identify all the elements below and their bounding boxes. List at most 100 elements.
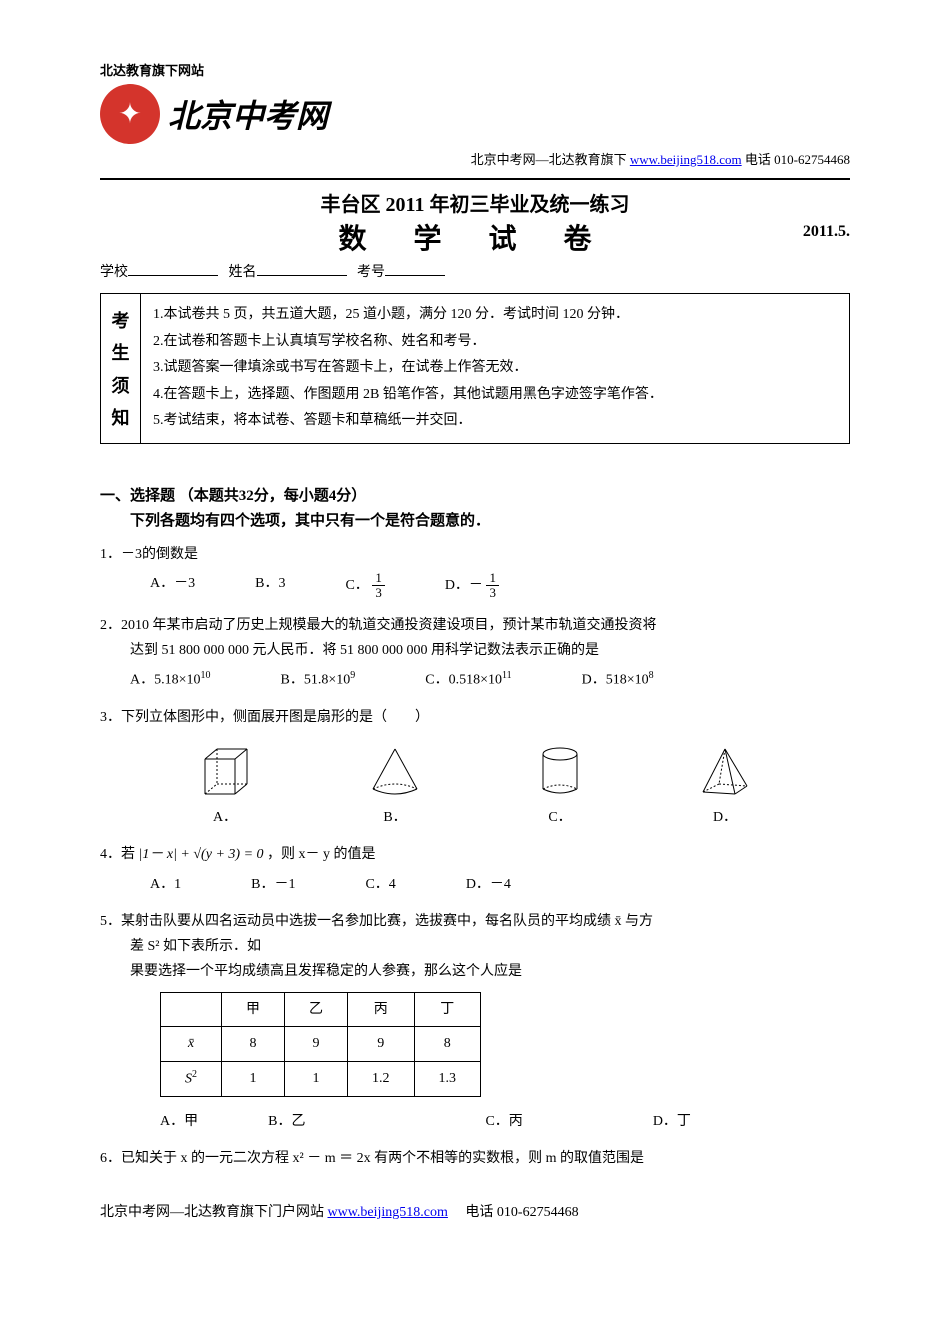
q5-opt-d: D．丁 bbox=[653, 1109, 691, 1134]
q2-opt-c: C．0.518×1011 bbox=[425, 667, 511, 693]
th-2: 乙 bbox=[285, 993, 348, 1027]
logo-circle: ✦ bbox=[100, 84, 160, 144]
row2-h: S2 bbox=[161, 1061, 222, 1096]
row2-4: 1.3 bbox=[414, 1061, 481, 1096]
inst-item-4: 4.在答题卡上，选择题、作图题用 2B 铅笔作答，其他试题用黑色字迹签字笔作答． bbox=[153, 382, 837, 409]
footer-prefix: 北京中考网—北达教育旗下门户网站 bbox=[100, 1205, 328, 1220]
q4-opt-b: B．－1 bbox=[251, 872, 295, 897]
blank-examno bbox=[385, 262, 445, 276]
table-row-var: S2 1 1 1.2 1.3 bbox=[161, 1061, 481, 1096]
row1-1: 8 bbox=[222, 1027, 285, 1061]
inst-char-4: 知 bbox=[112, 404, 130, 430]
header-prefix: 北京中考网—北达教育旗下 bbox=[471, 152, 630, 167]
question-1: 1．－3的倒数是 A．－3 B．3 C． 13 D．－ 13 bbox=[100, 542, 850, 601]
blank-school bbox=[128, 262, 218, 276]
q5-options: A．甲 B．乙 C．丙 D．丁 bbox=[160, 1109, 850, 1134]
footer-suffix: 电话 010-62754468 bbox=[451, 1205, 578, 1220]
q3-label-d: D． bbox=[713, 810, 737, 825]
question-4: 4．若 |1－ x| + √(y + 3) = 0 ，则 x－ y 的值是 A．… bbox=[100, 842, 850, 896]
q4-options: A．1 B．－1 C．4 D．－4 bbox=[150, 872, 850, 897]
q1-opt-b: B．3 bbox=[255, 571, 285, 601]
inst-item-5: 5.考试结束，将本试卷、答题卡和草稿纸一并交回． bbox=[153, 408, 837, 435]
header-link[interactable]: www.beijing518.com bbox=[630, 152, 742, 167]
row2-2: 1 bbox=[285, 1061, 348, 1096]
question-2: 2．2010 年某市启动了历史上规模最大的轨道交通投资建设项目，预计某市轨道交通… bbox=[100, 613, 850, 693]
q5-text2: 差 S² 如下表所示．如 bbox=[130, 934, 850, 959]
q1-opt-c: C． 13 bbox=[345, 571, 384, 601]
question-6: 6．已知关于 x 的一元二次方程 x² － m ＝ 2x 有两个不相等的实数根，… bbox=[100, 1146, 850, 1171]
q1-text: 1．－3的倒数是 bbox=[100, 542, 850, 567]
q5-opt-b: B．乙 bbox=[268, 1109, 305, 1134]
question-5: 5．某射击队要从四名运动员中选拔一名参加比赛，选拔赛中，每名队员的平均成绩 x̄… bbox=[100, 909, 850, 1134]
inst-char-1: 考 bbox=[112, 307, 130, 333]
q2-opt-a: A．5.18×1010 bbox=[130, 667, 211, 693]
title-rule bbox=[100, 178, 850, 180]
q4-opt-a: A．1 bbox=[150, 872, 181, 897]
label-school: 学校 bbox=[100, 265, 128, 280]
instructions-right: 1.本试卷共 5 页，共五道大题，25 道小题，满分 120 分．考试时间 12… bbox=[141, 294, 849, 443]
exam-title: 丰台区 2011 年初三毕业及统一练习 bbox=[100, 188, 850, 217]
q5-opt-c: C．丙 bbox=[485, 1109, 522, 1134]
q2-opt-d: D．518×108 bbox=[582, 667, 654, 693]
q3-label-b: B． bbox=[383, 810, 406, 825]
q4-text: 4．若 |1－ x| + √(y + 3) = 0 ，则 x－ y 的值是 bbox=[100, 842, 850, 867]
row2-3: 1.2 bbox=[348, 1061, 415, 1096]
footer-link[interactable]: www.beijing518.com bbox=[328, 1205, 448, 1220]
q1-d-label: D．－ bbox=[445, 578, 483, 593]
inst-char-2: 生 bbox=[112, 339, 130, 365]
row1-4: 8 bbox=[414, 1027, 481, 1061]
q4-expr: |1－ x| + √(y + 3) = 0 bbox=[139, 847, 264, 862]
q2-options: A．5.18×1010 B．51.8×109 C．0.518×1011 D．51… bbox=[130, 667, 850, 693]
pyramid-icon bbox=[695, 744, 755, 799]
shape-cone: B． bbox=[365, 744, 425, 830]
q3-text: 3．下列立体图形中，侧面展开图是扇形的是（ ） bbox=[100, 705, 850, 730]
shape-pyramid: D． bbox=[695, 744, 755, 830]
q2-text2: 达到 51 800 000 000 元人民币．将 51 800 000 000 … bbox=[130, 638, 850, 663]
q6-text: 6．已知关于 x 的一元二次方程 x² － m ＝ 2x 有两个不相等的实数根，… bbox=[100, 1146, 850, 1171]
q4-opt-c: C．4 bbox=[365, 872, 395, 897]
row1-h: x̄ bbox=[161, 1027, 222, 1061]
q5-text3: 果要选择一个平均成绩高且发挥稳定的人参赛，那么这个人应是 bbox=[130, 959, 850, 984]
logo-block: ✦ 北京中考网 bbox=[100, 84, 850, 144]
logo-text: 北京中考网 bbox=[168, 91, 328, 137]
q3-label-a: A． bbox=[213, 810, 237, 825]
table-header-row: 甲 乙 丙 丁 bbox=[161, 993, 481, 1027]
q4-pre: 4．若 bbox=[100, 847, 135, 862]
q3-label-c: C． bbox=[548, 810, 571, 825]
label-name: 姓名 bbox=[229, 265, 257, 280]
inst-item-3: 3.试题答案一律填涂或书写在答题卡上，在试卷上作答无效． bbox=[153, 355, 837, 382]
q2-text1: 2．2010 年某市启动了历史上规模最大的轨道交通投资建设项目，预计某市轨道交通… bbox=[100, 613, 850, 638]
form-line: 学校 姓名 考号 bbox=[100, 261, 850, 281]
instructions-box: 考 生 须 知 1.本试卷共 5 页，共五道大题，25 道小题，满分 120 分… bbox=[100, 293, 850, 444]
cylinder-icon bbox=[535, 744, 585, 799]
cone-icon bbox=[365, 744, 425, 799]
table-row-mean: x̄ 8 9 9 8 bbox=[161, 1027, 481, 1061]
header-line: 北京中考网—北达教育旗下 www.beijing518.com 电话 010-6… bbox=[100, 149, 850, 168]
shape-cuboid: A． bbox=[195, 744, 255, 830]
exam-subject: 数 学 试 卷 2011.5. bbox=[100, 217, 850, 257]
q1-opt-d: D．－ 13 bbox=[445, 571, 499, 601]
row1-2: 9 bbox=[285, 1027, 348, 1061]
section1-title: 一、选择题 （本题共32分，每小题4分） bbox=[100, 484, 850, 505]
q1-c-label: C． bbox=[345, 578, 368, 593]
q1-opt-a: A．－3 bbox=[150, 571, 195, 601]
q5-opt-a: A．甲 bbox=[160, 1109, 198, 1134]
row1-3: 9 bbox=[348, 1027, 415, 1061]
q1-c-frac: 13 bbox=[372, 571, 385, 601]
q4-opt-d: D．－4 bbox=[466, 872, 511, 897]
brand-label: 北达教育旗下网站 bbox=[100, 60, 850, 79]
q3-shapes: A． B． C． bbox=[140, 744, 810, 830]
q5-table: 甲 乙 丙 丁 x̄ 8 9 9 8 S2 1 1 1.2 1.3 bbox=[160, 992, 481, 1096]
th-3: 丙 bbox=[348, 993, 415, 1027]
q1-d-frac: 13 bbox=[486, 571, 499, 601]
th-blank bbox=[161, 993, 222, 1027]
th-1: 甲 bbox=[222, 993, 285, 1027]
label-examno: 考号 bbox=[357, 265, 385, 280]
question-3: 3．下列立体图形中，侧面展开图是扇形的是（ ） A． bbox=[100, 705, 850, 830]
header-phone: 电话 010-62754468 bbox=[745, 152, 850, 167]
q4-post: ，则 x－ y 的值是 bbox=[267, 847, 376, 862]
cuboid-icon bbox=[195, 744, 255, 799]
section1-note: 下列各题均有四个选项，其中只有一个是符合题意的． bbox=[130, 509, 850, 530]
row2-1: 1 bbox=[222, 1061, 285, 1096]
footer: 北京中考网—北达教育旗下门户网站 www.beijing518.com 电话 0… bbox=[100, 1201, 850, 1221]
